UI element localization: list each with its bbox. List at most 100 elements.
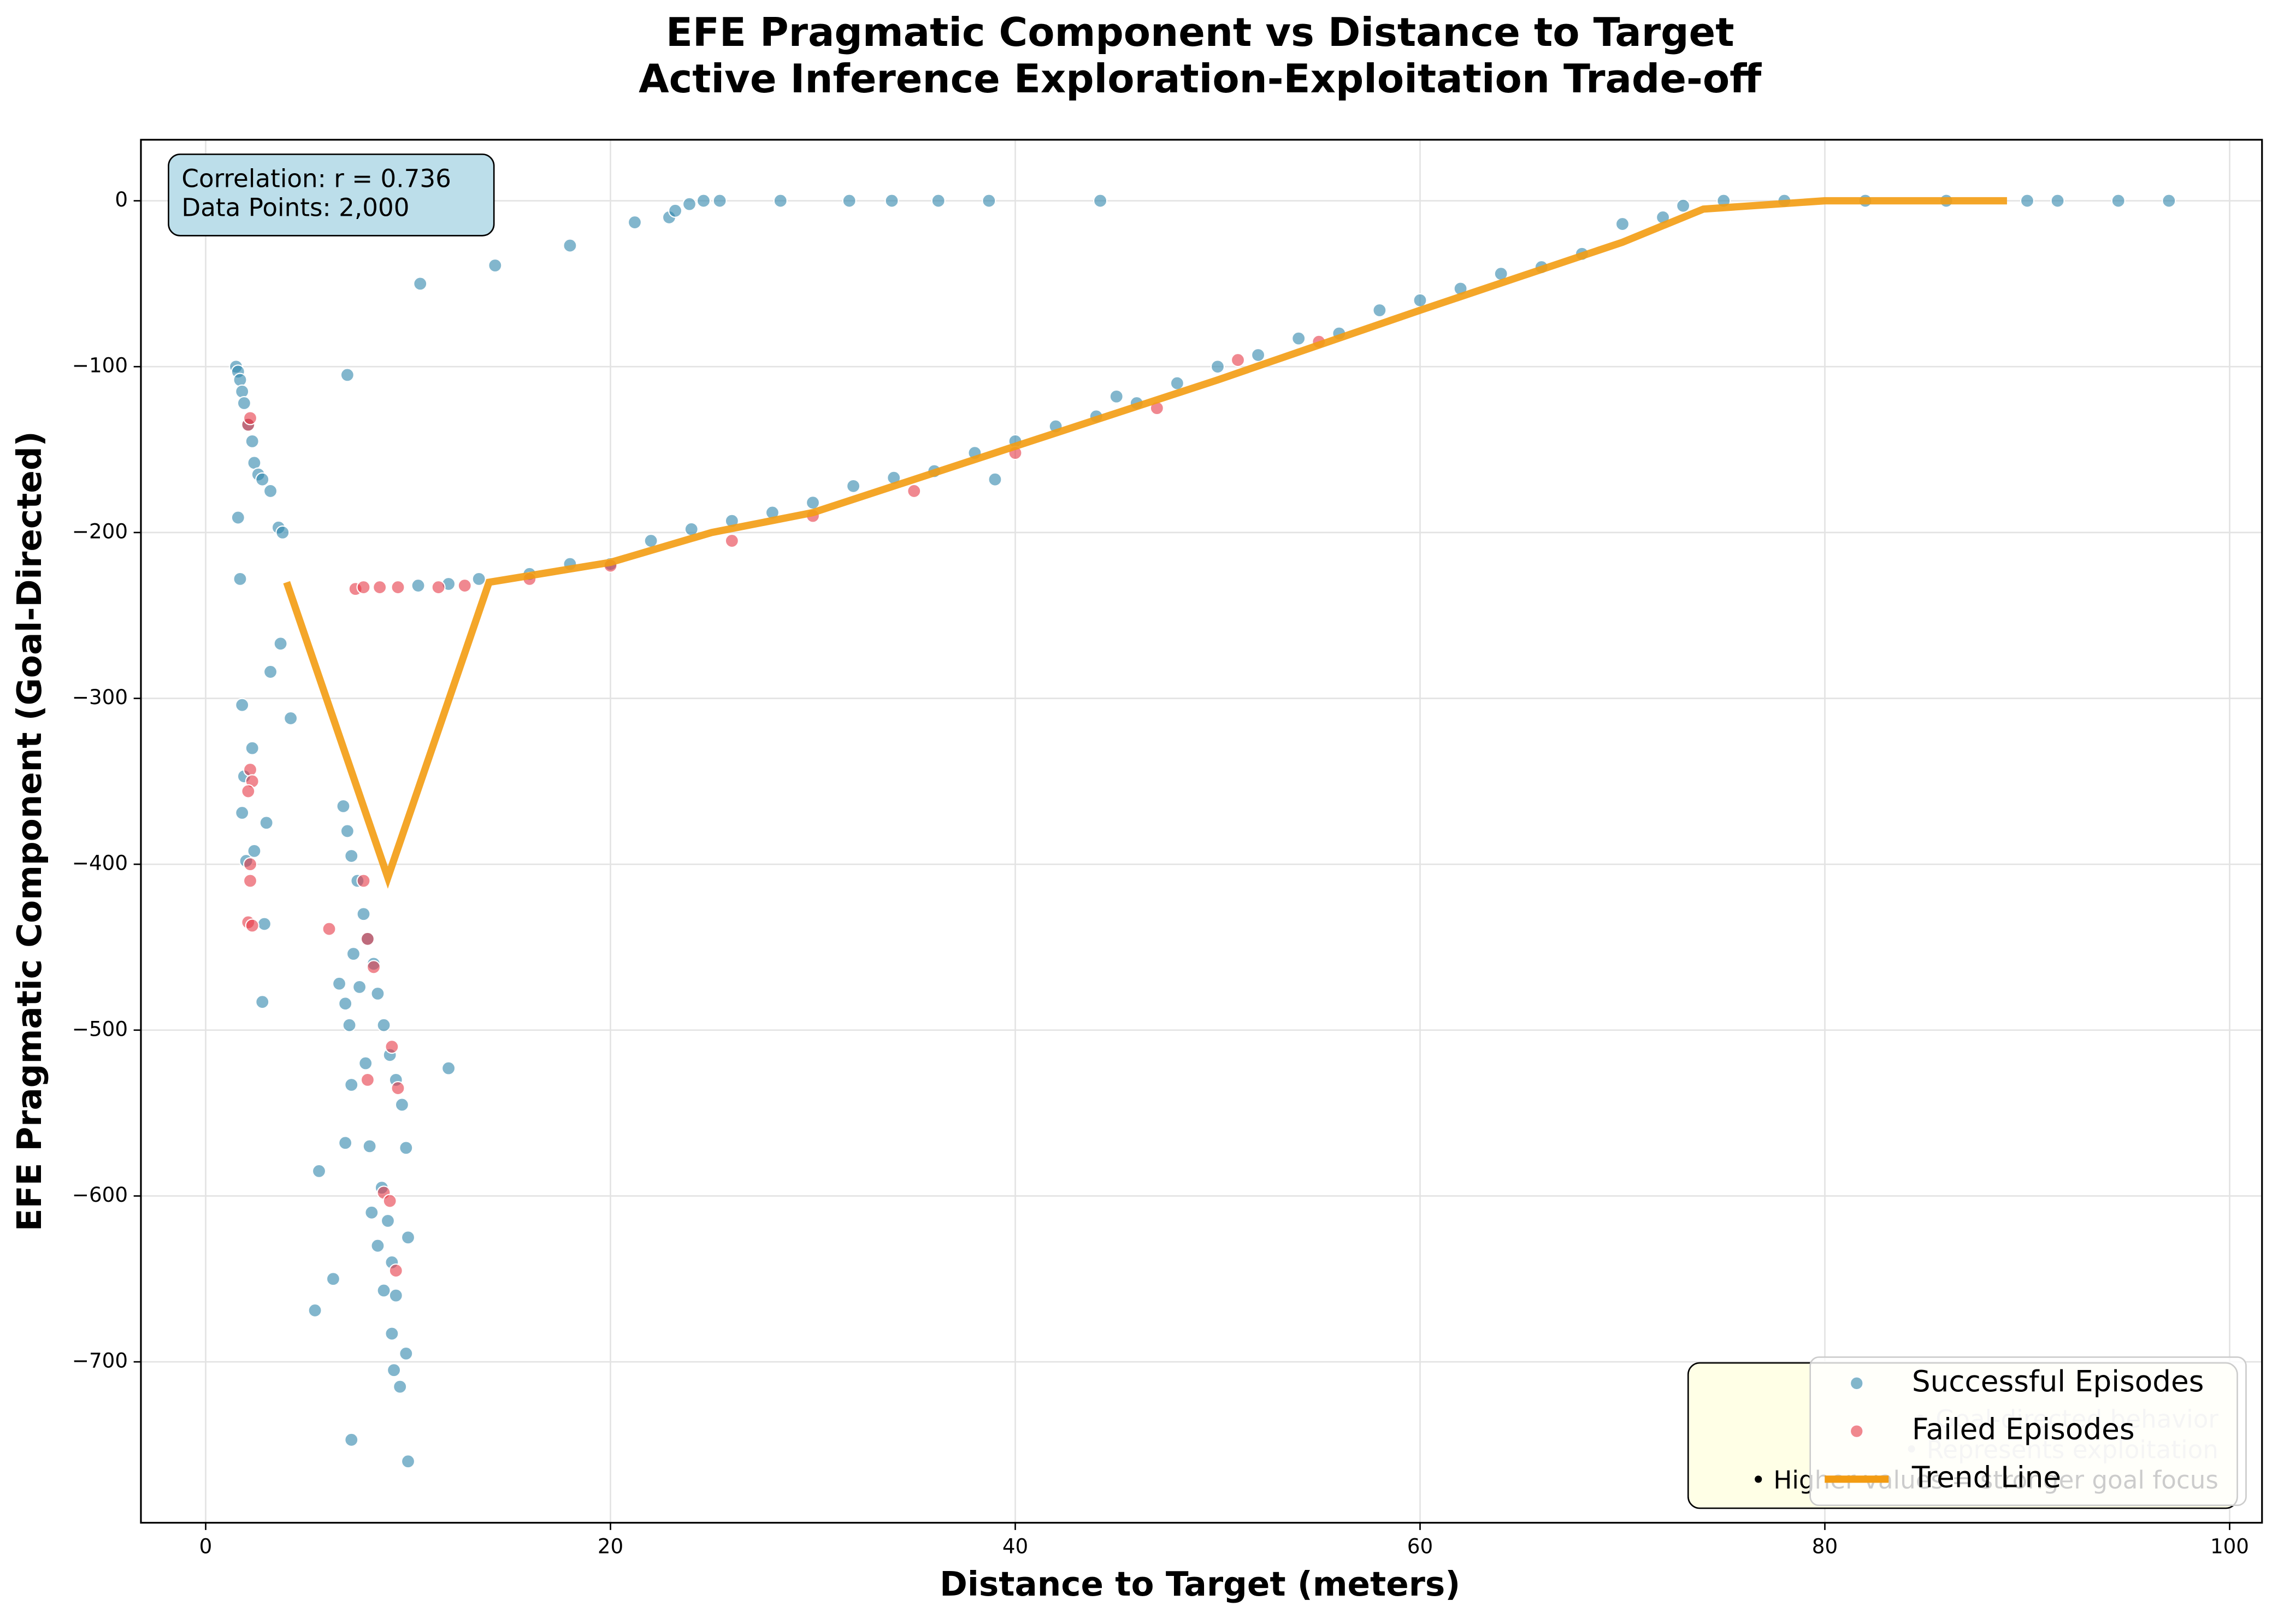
scatter-point bbox=[846, 479, 861, 493]
y-tick-label: −600 bbox=[72, 1183, 128, 1207]
scatter-point bbox=[233, 373, 247, 387]
scatter-point bbox=[243, 873, 258, 888]
scatter-point bbox=[344, 1077, 359, 1092]
scatter-point bbox=[338, 1136, 353, 1150]
x-tick-label: 100 bbox=[2210, 1534, 2249, 1558]
scatter-point bbox=[235, 698, 250, 712]
scatter-point bbox=[376, 1283, 391, 1298]
scatter-point bbox=[1372, 303, 1387, 318]
scatter-point bbox=[332, 976, 347, 991]
scatter-point bbox=[413, 276, 428, 291]
scatter-point bbox=[696, 193, 711, 208]
scatter-point bbox=[344, 1432, 359, 1447]
scatter-point bbox=[237, 395, 251, 411]
plot-frame bbox=[140, 139, 2263, 1524]
scatter-point bbox=[382, 1194, 397, 1208]
scatter-point bbox=[385, 1326, 399, 1341]
scatter-point bbox=[340, 824, 355, 838]
scatter-point bbox=[805, 495, 821, 510]
legend-swatch bbox=[1849, 1376, 1864, 1391]
scatter-point bbox=[400, 1230, 416, 1245]
legend-swatch bbox=[1849, 1424, 1864, 1439]
y-tick-label: −400 bbox=[72, 851, 128, 875]
scatter-point bbox=[394, 1097, 409, 1112]
scatter-point bbox=[344, 848, 359, 864]
scatter-point bbox=[233, 571, 247, 586]
scatter-point bbox=[380, 1213, 395, 1229]
scatter-point bbox=[2111, 193, 2126, 208]
scatter-point bbox=[263, 483, 278, 498]
scatter-point bbox=[884, 193, 899, 208]
scatter-point bbox=[231, 510, 245, 525]
scatter-point bbox=[457, 578, 472, 593]
scatter-point bbox=[391, 580, 405, 595]
scatter-point bbox=[326, 1272, 340, 1286]
scatter-point bbox=[668, 203, 683, 218]
scatter-point bbox=[284, 711, 298, 725]
scatter-point bbox=[367, 960, 381, 975]
scatter-point bbox=[982, 193, 996, 208]
scatter-point bbox=[245, 918, 259, 933]
scatter-point bbox=[263, 664, 278, 679]
y-tick-label: 0 bbox=[115, 187, 128, 211]
scatter-point bbox=[431, 580, 446, 595]
x-tick-label: 0 bbox=[199, 1534, 213, 1558]
scatter-point bbox=[1231, 353, 1246, 368]
y-tick-label: −100 bbox=[72, 353, 128, 377]
scatter-point bbox=[235, 384, 250, 399]
scatter-point bbox=[245, 741, 259, 755]
scatter-point bbox=[388, 1263, 403, 1278]
scatter-point bbox=[356, 873, 371, 888]
scatter-point bbox=[387, 1363, 402, 1378]
scatter-point bbox=[338, 996, 353, 1011]
scatter-point bbox=[385, 1040, 399, 1054]
scatter-point bbox=[2162, 193, 2176, 208]
x-tick-label: 40 bbox=[1002, 1534, 1028, 1558]
scatter-point bbox=[356, 580, 371, 595]
scatter-point bbox=[488, 258, 503, 273]
scatter-point bbox=[336, 799, 351, 813]
scatter-point bbox=[376, 1018, 391, 1032]
scatter-point bbox=[988, 472, 1002, 487]
scatter-point bbox=[842, 193, 857, 208]
scatter-point bbox=[400, 1454, 416, 1469]
scatter-point bbox=[255, 472, 270, 487]
scatter-point bbox=[471, 571, 486, 586]
scatter-point bbox=[2050, 193, 2065, 208]
scatter-point bbox=[362, 1139, 377, 1154]
scatter-point bbox=[370, 986, 385, 1001]
scatter-point bbox=[275, 525, 290, 540]
scatter-point bbox=[399, 1346, 414, 1361]
y-tick-label: −300 bbox=[72, 685, 128, 709]
scatter-point bbox=[356, 907, 371, 922]
scatter-point bbox=[399, 1141, 414, 1155]
scatter-point bbox=[393, 1379, 408, 1394]
scatter-point bbox=[724, 534, 739, 548]
scatter-point bbox=[273, 636, 288, 651]
scatter-point bbox=[1615, 217, 1630, 232]
scatter-point bbox=[1210, 359, 1225, 374]
y-tick-label: −200 bbox=[72, 519, 128, 543]
stats-text: Correlation: r = 0.736 bbox=[181, 164, 451, 193]
scatter-point bbox=[342, 1018, 357, 1032]
scatter-point bbox=[411, 578, 426, 593]
scatter-point bbox=[1109, 389, 1124, 404]
scatter-point bbox=[360, 931, 375, 946]
stats-box bbox=[168, 153, 495, 237]
scatter-point bbox=[1170, 376, 1184, 391]
scatter-point bbox=[373, 580, 387, 595]
scatter-point bbox=[352, 979, 367, 994]
scatter-point bbox=[907, 483, 922, 498]
scatter-point bbox=[1676, 198, 1691, 213]
scatter-point bbox=[682, 197, 697, 211]
scatter-point bbox=[441, 1061, 456, 1076]
scatter-point bbox=[241, 784, 256, 799]
scatter-point bbox=[1413, 293, 1427, 308]
legend-label: Successful Episodes bbox=[1912, 1365, 2204, 1398]
scatter-point bbox=[243, 857, 258, 872]
scatter-point bbox=[370, 1238, 385, 1253]
scatter-point bbox=[243, 763, 258, 777]
legend-label: Trend Line bbox=[1911, 1460, 2061, 1494]
